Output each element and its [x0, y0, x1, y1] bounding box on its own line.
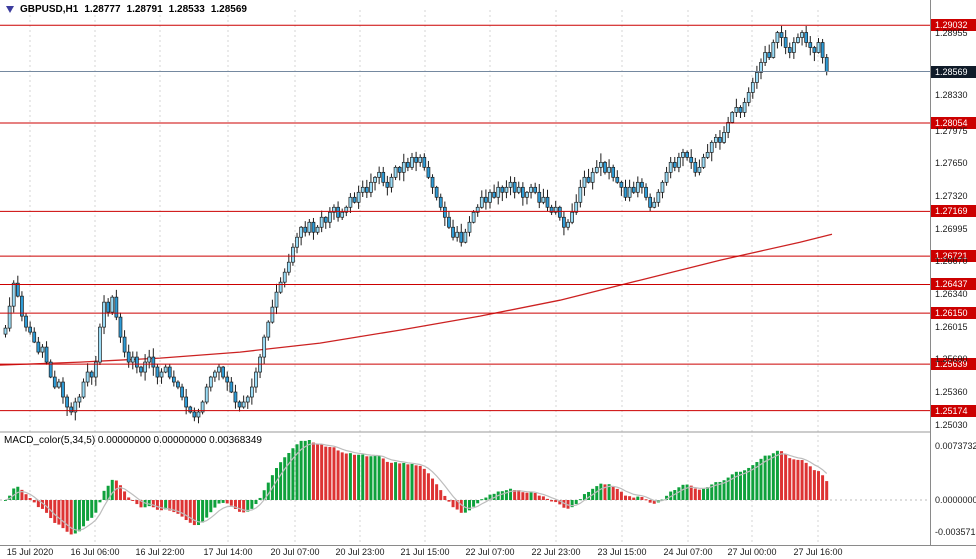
price-tick: 1.27975 [935, 125, 968, 136]
price-tick: 1.26995 [935, 223, 968, 234]
price-tick: 1.26015 [935, 321, 968, 332]
level-price-tag: 1.26437 [931, 278, 976, 291]
macd-indicator-label: MACD_color(5,34,5) 0.00000000 0.00000000… [4, 435, 262, 446]
level-price-tag: 1.26721 [931, 250, 976, 263]
time-tick: 20 Jul 07:00 [270, 547, 320, 557]
price-tick: 1.26670 [935, 256, 968, 267]
time-tick: 16 Jul 22:00 [135, 547, 185, 557]
symbol-name: GBPUSD,H1 [20, 4, 79, 15]
current-price-tag: 1.28569 [931, 65, 976, 78]
ohlc-open: 1.28777 [84, 4, 121, 15]
level-price-tag: 1.28054 [931, 116, 976, 129]
ohlc-close: 1.28569 [210, 4, 247, 15]
level-price-tag: 1.29032 [931, 19, 976, 32]
price-tick: 1.26340 [935, 289, 968, 300]
macd-signal-line [5, 443, 828, 531]
time-tick: 22 Jul 07:00 [465, 547, 515, 557]
time-axis[interactable]: 15 Jul 2020 16 Jul 06:00 16 Jul 22:00 17 Ju… [0, 545, 976, 559]
time-tick: 23 Jul 15:00 [597, 547, 647, 557]
price-tick: 1.28330 [935, 90, 968, 101]
ohlc-high: 1.28791 [126, 4, 163, 15]
macd-scale-tick: 0.0000000 [935, 495, 976, 505]
macd-histogram [4, 440, 829, 535]
time-tick: 15 Jul 2020 [6, 547, 54, 557]
time-tick: 21 Jul 15:00 [400, 547, 450, 557]
level-price-tag: 1.26150 [931, 307, 976, 320]
time-tick: 16 Jul 06:00 [70, 547, 120, 557]
time-tick: 22 Jul 23:00 [531, 547, 581, 557]
price-tick: 1.25030 [935, 419, 968, 430]
price-tick: 1.27320 [935, 191, 968, 202]
price-tick: 1.27650 [935, 158, 968, 169]
symbol-ohlc-label: GBPUSD,H1 1.28777 1.28791 1.28533 1.2856… [6, 4, 247, 15]
support-resistance-lines [0, 24, 930, 412]
grid-lines [29, 10, 819, 545]
symbol-icon [6, 6, 14, 13]
time-tick: 20 Jul 23:00 [335, 547, 385, 557]
price-axis[interactable]: 1.29032 1.28054 1.27169 1.26721 1.26437 1.261… [930, 0, 976, 559]
macd-scale-tick: -0.0035713 [935, 527, 976, 537]
level-price-tag: 1.25639 [931, 358, 976, 371]
level-price-tag: 1.27169 [931, 205, 976, 218]
time-tick: 24 Jul 07:00 [663, 547, 713, 557]
moving-average-line [0, 233, 833, 366]
level-price-tag: 1.25174 [931, 404, 976, 417]
price-tick: 1.25690 [935, 354, 968, 365]
ohlc-low: 1.28533 [168, 4, 205, 15]
price-tick: 1.25360 [935, 387, 968, 398]
time-tick: 17 Jul 14:00 [203, 547, 253, 557]
time-tick: 27 Jul 16:00 [793, 547, 843, 557]
macd-scale-tick: 0.0073732 [935, 441, 976, 451]
price-tick: 1.28955 [935, 28, 968, 38]
candles [3, 25, 829, 424]
time-tick: 27 Jul 00:00 [727, 547, 777, 557]
